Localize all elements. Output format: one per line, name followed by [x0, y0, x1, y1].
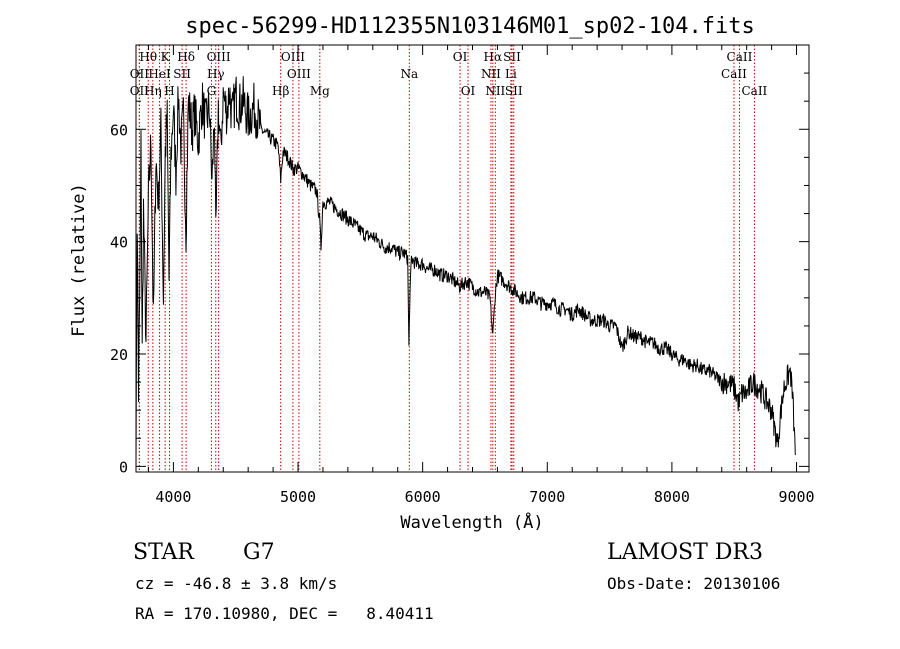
line-marker-label: OIII: [207, 50, 231, 64]
x-tick-label: 9000: [778, 488, 814, 506]
line-marker-label: NII: [485, 84, 505, 98]
spectrum-line: [135, 76, 796, 470]
line-marker-label: Hδ: [177, 50, 195, 64]
line-marker-label: NII: [481, 67, 501, 81]
line-marker-label: HeI: [148, 67, 171, 81]
line-marker-label: SII: [505, 84, 523, 98]
line-marker-label: OIII: [287, 67, 311, 81]
survey-label: LAMOST DR3: [607, 540, 763, 565]
line-marker-label: CaII: [727, 50, 753, 64]
line-marker-label: CaII: [721, 67, 747, 81]
line-marker-label: Hη: [144, 84, 162, 98]
redshift-text: cz = -46.8 ± 3.8 km/s: [135, 574, 338, 593]
line-marker-label: Hβ: [272, 84, 289, 98]
y-tick-label: 20: [110, 346, 128, 364]
line-marker-label: Hγ: [207, 67, 225, 81]
line-marker-label: Mg: [310, 84, 330, 98]
x-tick-label: 6000: [405, 488, 441, 506]
x-axis-label: Wavelength (Å): [400, 511, 543, 533]
spectrum-series: [135, 76, 796, 470]
line-marker-label: Na: [400, 67, 418, 81]
line-marker-label: Hα: [484, 50, 503, 64]
y-tick-label: 0: [119, 458, 128, 476]
chart-title: spec-56299-HD112355N103146M01_sp02-104.f…: [185, 14, 755, 39]
line-marker-label: OI: [453, 50, 468, 64]
coordinates-text: RA = 170.10980, DEC = 8.40411: [135, 604, 434, 623]
line-marker-label: SII: [503, 50, 521, 64]
y-tick-label: 60: [110, 121, 128, 139]
subclass-label: G7: [243, 540, 275, 565]
line-marker-label: CaII: [741, 84, 767, 98]
line-marker-label: K: [161, 50, 171, 64]
line-marker-label: G: [207, 84, 217, 98]
x-tick-label: 7000: [529, 488, 565, 506]
obs-date-text: Obs-Date: 20130106: [607, 574, 781, 593]
line-marker-label: H: [164, 84, 174, 98]
y-tick-label: 40: [110, 234, 128, 252]
y-axis-label: Flux (relative): [69, 183, 89, 337]
class-label: STAR: [133, 540, 194, 565]
line-marker-label: Li: [505, 67, 517, 81]
line-marker-label: SII: [173, 67, 191, 81]
line-marker-label: Hθ: [139, 50, 157, 64]
line-marker-label: OII: [130, 84, 150, 98]
x-tick-label: 5000: [280, 488, 316, 506]
line-marker-label: OIII: [281, 50, 305, 64]
axes: 4000 5000 6000 7000 8000 9000 0 20 40 60: [110, 45, 815, 506]
x-tick-label: 4000: [155, 488, 191, 506]
line-marker-label: OI: [461, 84, 476, 98]
x-tick-label: 8000: [654, 488, 690, 506]
